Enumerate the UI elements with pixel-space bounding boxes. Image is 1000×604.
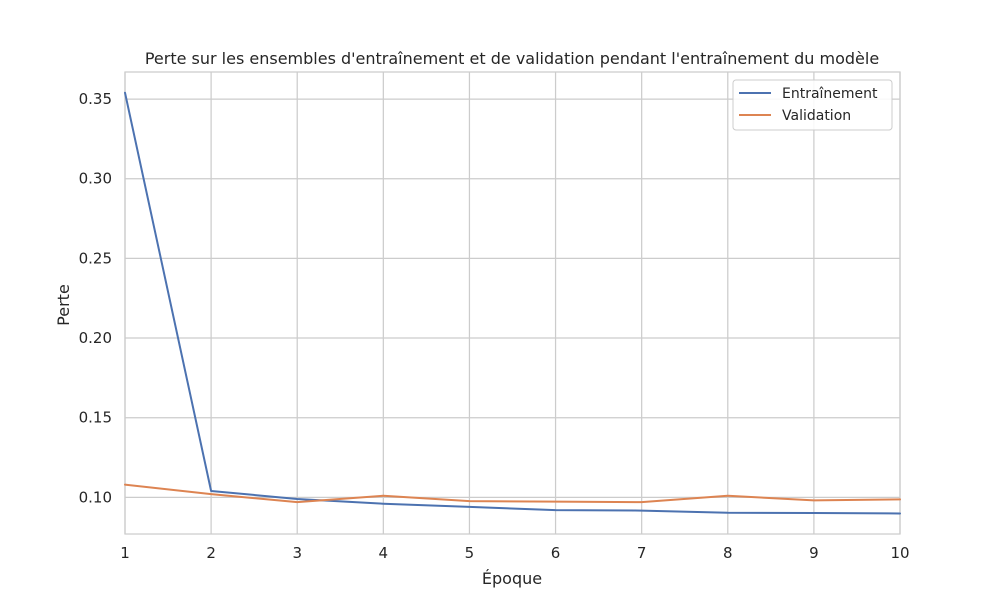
y-tick-label: 0.25: [79, 249, 112, 267]
x-tick-label: 5: [465, 544, 475, 562]
x-tick-label: 2: [206, 544, 216, 562]
y-axis-label: Perte: [54, 284, 73, 326]
x-tick-label: 9: [809, 544, 819, 562]
legend-label-entrainement: Entraînement: [782, 86, 878, 102]
y-tick-label: 0.30: [79, 170, 112, 188]
x-axis-label: Époque: [482, 569, 542, 588]
x-tick-label: 1: [120, 544, 130, 562]
chart-title: Perte sur les ensembles d'entraînement e…: [145, 49, 879, 68]
y-tick-label: 0.20: [79, 329, 112, 347]
x-tick-label: 6: [551, 544, 561, 562]
y-tick-label: 0.35: [79, 90, 112, 108]
x-tick-label: 10: [890, 544, 909, 562]
x-tick-label: 3: [292, 544, 302, 562]
x-tick-label: 4: [379, 544, 389, 562]
legend: Entraînement Validation: [733, 80, 892, 130]
x-tick-label: 8: [723, 544, 733, 562]
x-tick-label: 7: [637, 544, 647, 562]
legend-label-validation: Validation: [782, 108, 851, 124]
y-tick-label: 0.15: [79, 409, 112, 427]
y-tick-label: 0.10: [79, 488, 112, 506]
